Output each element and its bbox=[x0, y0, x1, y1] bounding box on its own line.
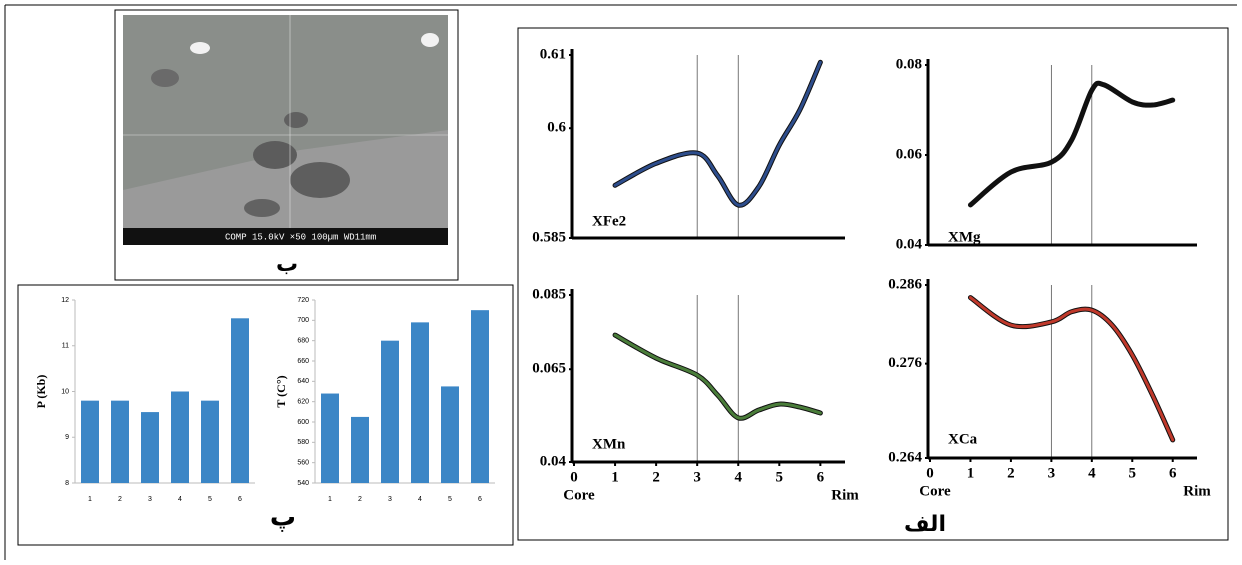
y-tick-label: 700 bbox=[297, 317, 309, 324]
sem-grain bbox=[421, 33, 439, 47]
x-tick-label: 2 bbox=[652, 469, 660, 485]
y-tick-label: 560 bbox=[297, 460, 309, 467]
series-label: XMn bbox=[592, 436, 626, 452]
panel-label: پ bbox=[270, 503, 296, 533]
sem-grain bbox=[284, 112, 308, 128]
bar bbox=[231, 318, 249, 483]
y-tick-label: 600 bbox=[297, 419, 309, 426]
y-tick-label: 0.04 bbox=[896, 236, 923, 252]
bar bbox=[141, 412, 159, 483]
x-tick-label: 1 bbox=[328, 496, 332, 503]
y-tick-label: 680 bbox=[297, 338, 309, 345]
x-tick-label: 5 bbox=[448, 496, 452, 503]
y-axis-label: P (Kb) bbox=[34, 375, 48, 409]
x-tick-label: 1 bbox=[611, 469, 619, 485]
x-tick-label: 4 bbox=[418, 496, 422, 503]
x-tick-label: 3 bbox=[148, 496, 152, 503]
line bbox=[968, 81, 1175, 207]
x-tick-label: 4 bbox=[178, 496, 182, 503]
x-tick-label: 1 bbox=[967, 465, 975, 481]
x-tick-label: 2 bbox=[118, 496, 122, 503]
x-tick-label: 5 bbox=[776, 469, 784, 485]
x-tick-label: 3 bbox=[1048, 465, 1056, 481]
y-tick-label: 11 bbox=[62, 343, 69, 350]
x-tick-label: 5 bbox=[1129, 465, 1137, 481]
sem-caption: COMP 15.0kV ×50 100µm WD11mm bbox=[225, 232, 376, 242]
y-tick-label: 580 bbox=[297, 439, 309, 446]
bar bbox=[111, 400, 129, 483]
x-tick-label: 6 bbox=[478, 496, 482, 503]
y-tick-label: 0.585 bbox=[532, 229, 566, 245]
panel-label: ب bbox=[276, 252, 298, 277]
y-tick-label: 720 bbox=[297, 297, 309, 304]
profiles-panel bbox=[517, 27, 1229, 541]
bar bbox=[321, 393, 339, 483]
sem-grain bbox=[253, 141, 297, 169]
series-label: XCa bbox=[948, 431, 978, 447]
y-tick-label: 640 bbox=[297, 378, 309, 385]
sem-grain bbox=[290, 162, 350, 198]
y-axis-label: T (C°) bbox=[274, 375, 288, 407]
bar bbox=[441, 386, 459, 483]
x-tick-label: 4 bbox=[734, 469, 742, 485]
bar bbox=[351, 416, 369, 483]
y-tick-label: 12 bbox=[61, 297, 69, 304]
x-tick-label: 2 bbox=[1007, 465, 1015, 481]
y-tick-label: 0.04 bbox=[540, 453, 567, 469]
y-tick-label: 540 bbox=[297, 480, 309, 487]
x-tick-label: 3 bbox=[693, 469, 701, 485]
sem-grain bbox=[244, 199, 280, 217]
sem-image: COMP 15.0kV ×50 100µm WD11mm bbox=[123, 15, 448, 245]
y-tick-label: 0.08 bbox=[896, 56, 922, 72]
y-tick-label: 0.276 bbox=[888, 355, 922, 371]
x-tick-label: 1 bbox=[88, 496, 92, 503]
bar bbox=[471, 310, 489, 483]
series-label: XFe2 bbox=[592, 213, 626, 229]
x-axis-label: Rim bbox=[1183, 483, 1211, 499]
bar bbox=[171, 391, 189, 483]
y-tick-label: 660 bbox=[297, 358, 309, 365]
x-tick-label: 6 bbox=[238, 496, 242, 503]
y-tick-label: 9 bbox=[65, 434, 69, 441]
sem-grain bbox=[151, 69, 179, 87]
x-tick-label: 0 bbox=[570, 469, 578, 485]
sem-region bbox=[123, 15, 448, 190]
y-tick-label: 0.06 bbox=[896, 146, 923, 162]
line bbox=[613, 333, 822, 420]
bar bbox=[201, 400, 219, 483]
y-tick-label: 0.065 bbox=[532, 361, 566, 377]
x-axis-label: Core bbox=[919, 483, 951, 499]
x-tick-label: 2 bbox=[358, 496, 362, 503]
y-tick-label: 8 bbox=[65, 480, 69, 487]
x-tick-label: 6 bbox=[1169, 465, 1177, 481]
sem-caption-bar bbox=[123, 228, 448, 245]
y-tick-label: 0.6 bbox=[547, 120, 566, 136]
y-tick-label: 10 bbox=[61, 388, 69, 395]
y-tick-label: 0.264 bbox=[888, 449, 922, 465]
x-axis-label: Rim bbox=[831, 487, 859, 503]
line bbox=[613, 60, 822, 207]
bars-panel bbox=[17, 284, 514, 546]
bar bbox=[81, 400, 99, 483]
y-tick-label: 0.61 bbox=[540, 46, 566, 62]
x-tick-label: 0 bbox=[926, 465, 934, 481]
x-tick-label: 4 bbox=[1088, 465, 1096, 481]
bar bbox=[411, 322, 429, 483]
y-tick-label: 0.286 bbox=[888, 276, 922, 292]
sem-grain bbox=[190, 42, 210, 54]
x-tick-label: 3 bbox=[388, 496, 392, 503]
y-tick-label: 620 bbox=[297, 399, 309, 406]
y-tick-label: 0.085 bbox=[532, 286, 566, 302]
x-axis-label: Core bbox=[563, 487, 595, 503]
panel-label: الف bbox=[904, 512, 946, 537]
x-tick-label: 5 bbox=[208, 496, 212, 503]
series-label: XMg bbox=[948, 229, 981, 245]
bar bbox=[381, 340, 399, 483]
x-tick-label: 6 bbox=[817, 469, 825, 485]
line bbox=[968, 296, 1175, 442]
